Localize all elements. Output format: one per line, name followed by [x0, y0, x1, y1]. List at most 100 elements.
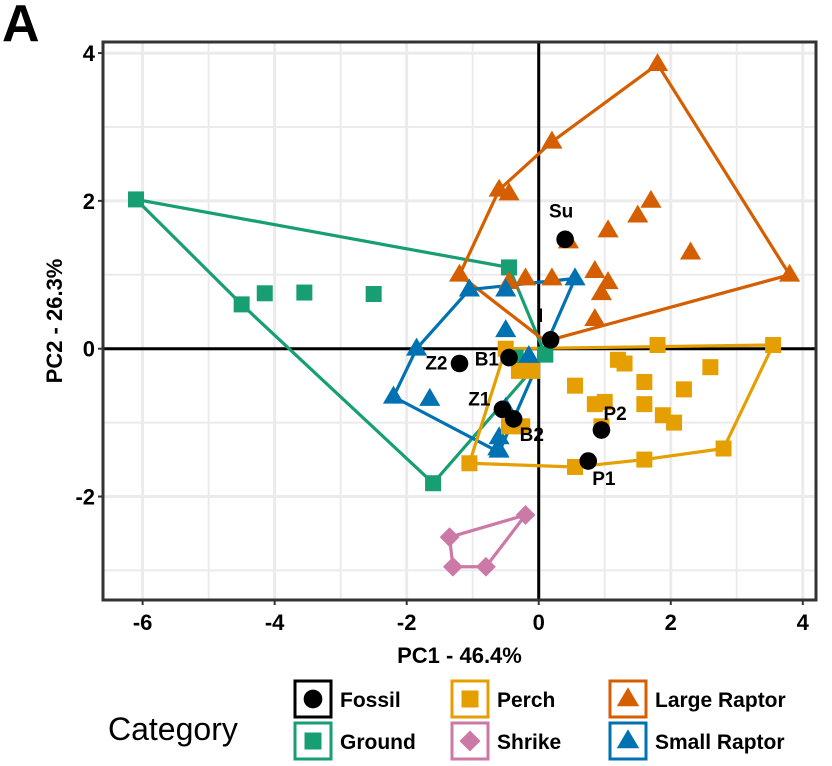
point-shrike	[439, 527, 460, 548]
point-shrike	[515, 505, 536, 525]
point-perch	[636, 451, 653, 468]
hull-ground	[134, 197, 547, 485]
point-perch	[616, 355, 633, 372]
point-shrike	[442, 556, 463, 577]
point-large-raptor	[627, 204, 649, 223]
legend-triangle-icon	[616, 729, 640, 749]
point-perch	[636, 396, 653, 413]
point-large-raptor	[584, 260, 606, 278]
point-perch	[715, 440, 732, 457]
legend-label: Ground	[340, 731, 416, 754]
legend-item-large-raptor: Large Raptor	[608, 679, 786, 719]
x-tick-label: -4	[265, 610, 285, 635]
legend-item-perch: Perch	[450, 679, 555, 719]
point-ground	[365, 286, 382, 303]
legend-item-ground: Ground	[293, 721, 416, 761]
legend-title: Category	[108, 711, 238, 747]
legend-square-icon	[461, 690, 479, 708]
point-small-raptor	[564, 267, 586, 286]
hull-large-raptor	[457, 62, 792, 343]
point-perch	[675, 381, 692, 398]
point-fossil	[592, 421, 611, 439]
point-ground	[128, 191, 145, 208]
point-ground	[537, 346, 554, 363]
legend-triangle-icon	[616, 687, 640, 707]
x-tick-label: 4	[797, 610, 810, 635]
point-fossil	[541, 331, 560, 349]
legend-label: Fossil	[340, 689, 401, 712]
x-axis-ticks: -6 -4 -2 0 2 4	[133, 600, 810, 635]
point-large-raptor	[498, 182, 520, 201]
point-large-raptor	[640, 189, 662, 208]
legend-circle-icon	[303, 689, 323, 709]
panel-label: A	[2, 0, 40, 53]
plot-frame	[101, 40, 818, 602]
point-ground	[256, 285, 273, 302]
point-ground	[296, 284, 313, 301]
fossil-label-z1: Z1	[468, 389, 491, 410]
x-tick-label: -6	[133, 610, 153, 635]
point-fossil	[504, 410, 523, 428]
legend-label: Perch	[497, 689, 555, 712]
point-ground	[233, 296, 250, 313]
point-shrike	[475, 556, 496, 577]
point-large-raptor	[590, 282, 612, 301]
point-perch	[524, 362, 541, 379]
y-axis-ticks: -2 0 2 4	[75, 41, 103, 510]
fossil-label-p2: P2	[603, 404, 626, 425]
point-small-raptor	[458, 278, 480, 297]
legend: Category Fossil Ground Perch Shrike Large Ra…	[108, 679, 786, 761]
legend-square-icon	[304, 732, 322, 750]
point-perch	[666, 414, 683, 431]
fossil-label-z2: Z2	[425, 353, 447, 374]
fossil-label-p1: P1	[592, 469, 616, 490]
point-perch	[636, 373, 653, 390]
fossil-label-i: I	[538, 306, 543, 327]
point-small-raptor	[488, 426, 510, 445]
legend-item-shrike: Shrike	[450, 721, 561, 761]
point-perch	[510, 362, 527, 379]
point-small-raptor	[419, 387, 441, 406]
point-perch	[461, 455, 478, 472]
y-tick-label: 2	[83, 189, 95, 214]
point-small-raptor	[495, 278, 517, 297]
point-perch	[649, 337, 666, 354]
legend-diamond-icon	[459, 730, 481, 752]
point-large-raptor	[646, 53, 669, 72]
y-tick-label: 0	[83, 337, 95, 362]
legend-label: Small Raptor	[655, 731, 785, 754]
legend-label: Large Raptor	[655, 689, 786, 712]
legend-item-small-raptor: Small Raptor	[608, 721, 785, 761]
point-fossil	[450, 354, 469, 373]
point-small-raptor	[406, 337, 428, 356]
point-perch	[702, 359, 719, 376]
point-small-raptor	[518, 345, 540, 363]
legend-key-frame	[450, 721, 490, 761]
fossil-point-labels: Su I Z2 B1 Z1 B2 P2 P1	[425, 201, 626, 490]
data-points	[128, 53, 801, 577]
point-small-raptor	[382, 385, 405, 404]
point-fossil	[500, 348, 518, 367]
fossil-label-b2: B2	[520, 425, 544, 446]
point-ground	[425, 475, 442, 492]
legend-item-fossil: Fossil	[293, 679, 401, 719]
point-large-raptor	[779, 263, 801, 282]
point-large-raptor	[597, 219, 619, 238]
point-large-raptor	[541, 267, 563, 286]
y-axis-title: PC2 - 26.3%	[42, 259, 67, 384]
reference-lines	[103, 42, 816, 600]
point-large-raptor	[514, 267, 537, 286]
point-large-raptor	[541, 130, 563, 149]
point-large-raptor	[448, 263, 471, 282]
point-large-raptor	[597, 271, 619, 290]
point-ground	[501, 259, 518, 276]
x-axis-title: PC1 - 46.4%	[397, 643, 522, 668]
grid-lines	[103, 42, 816, 600]
convex-hulls	[134, 62, 792, 569]
point-fossil	[579, 452, 598, 470]
point-small-raptor	[488, 439, 510, 458]
point-fossil	[556, 230, 574, 249]
point-small-raptor	[495, 319, 517, 338]
point-perch	[567, 377, 584, 394]
